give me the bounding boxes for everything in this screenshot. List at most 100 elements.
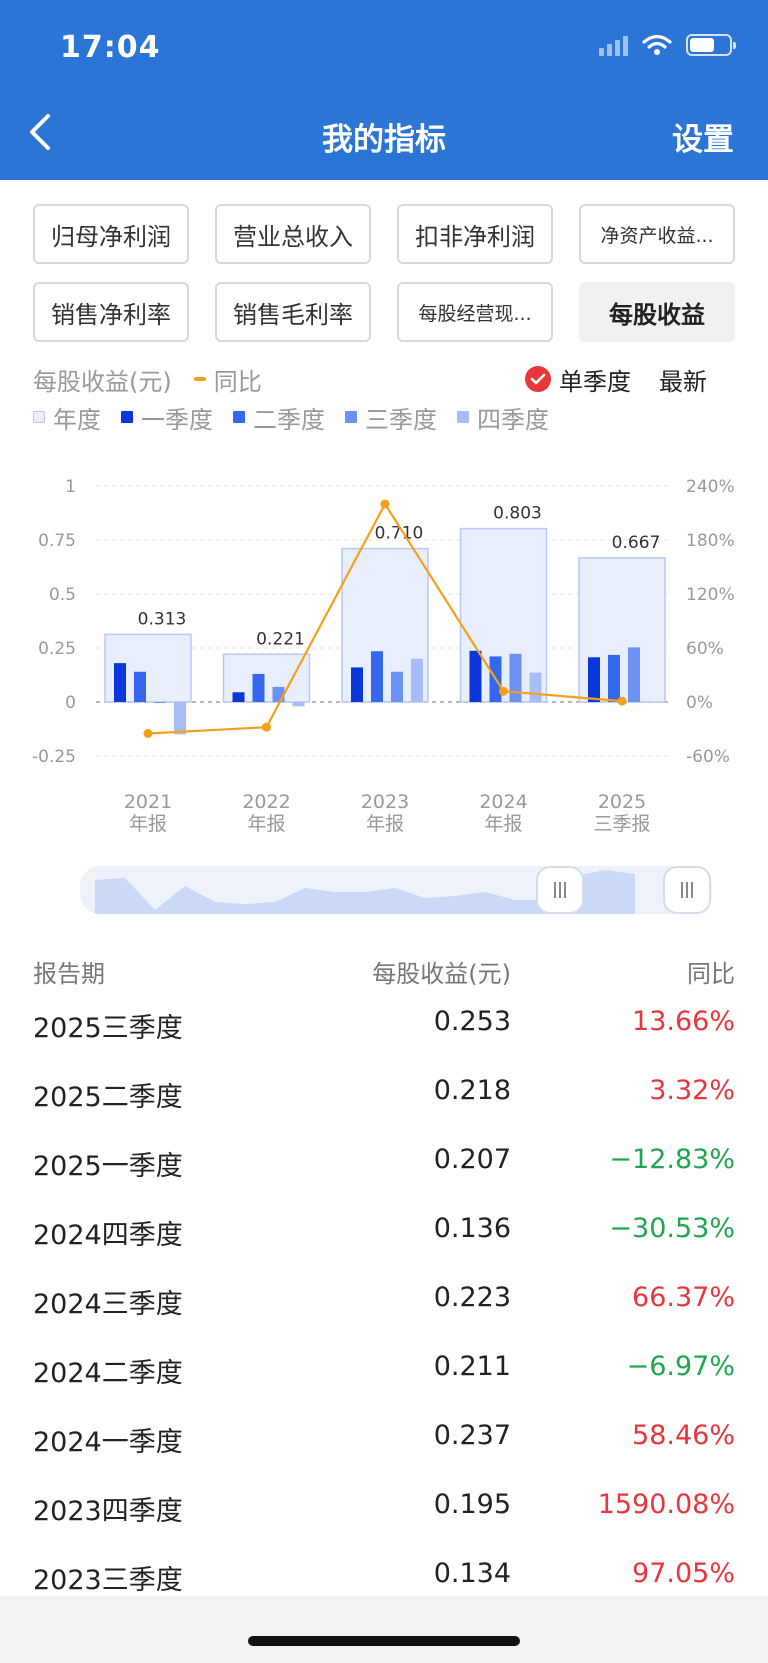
home-indicator[interactable] xyxy=(248,1636,520,1646)
latest-button[interactable]: 最新 xyxy=(659,367,707,396)
row-eps-value: 0.218 xyxy=(433,1075,511,1106)
quarter-bar-q3 xyxy=(154,702,166,703)
table-row[interactable]: 2025一季度 0.207 −12.83% xyxy=(33,1144,735,1213)
row-eps-value: 0.134 xyxy=(433,1558,511,1589)
table-row[interactable]: 2024三季度 0.223 66.37% xyxy=(33,1282,735,1351)
range-slider-track[interactable] xyxy=(80,866,712,914)
metric-chip-total-revenue[interactable]: 营业总收入 xyxy=(215,204,371,264)
row-period: 2023四季度 xyxy=(33,1496,183,1527)
wifi-icon xyxy=(642,34,672,55)
row-period: 2025二季度 xyxy=(33,1082,183,1113)
x-tick-label: 2024 xyxy=(479,791,527,813)
legend-item-annual[interactable]: 年度 xyxy=(33,400,101,435)
bottom-safe-area xyxy=(0,1596,768,1663)
metric-chip-roe[interactable]: 净资产收益... xyxy=(579,204,735,264)
row-yoy-value: 66.37% xyxy=(632,1282,735,1313)
legend-item-q4[interactable]: 四季度 xyxy=(457,400,549,435)
y-right-tick-label: -60% xyxy=(686,747,730,767)
yoy-point xyxy=(617,696,627,706)
table-row[interactable]: 2024一季度 0.237 58.46% xyxy=(33,1420,735,1489)
annual-swatch xyxy=(33,411,45,423)
range-handle-left[interactable] xyxy=(536,866,584,914)
quarter-bar-q2 xyxy=(371,651,383,702)
col-yoy-header: 同比 xyxy=(687,960,735,988)
settings-button[interactable]: 设置 xyxy=(672,122,734,158)
quarter-bar-q3 xyxy=(628,647,640,702)
table-row[interactable]: 2023三季度 0.134 97.05% xyxy=(33,1558,735,1627)
chart-controls: 单季度 最新 xyxy=(525,362,737,397)
table-row[interactable]: 2025三季度 0.253 13.66% xyxy=(33,1006,735,1075)
row-period: 2024二季度 xyxy=(33,1358,183,1389)
legend-label: 年度 xyxy=(53,405,101,434)
quarter-bar-q3 xyxy=(509,653,522,702)
chart-legend-top: 每股收益(元) 同比 单季度 最新 xyxy=(33,362,737,396)
metric-chip-net-margin[interactable]: 销售净利率 xyxy=(33,282,189,342)
yoy-point xyxy=(143,729,153,738)
single-quarter-checkbox[interactable] xyxy=(525,366,551,392)
legend-item-q3[interactable]: 三季度 xyxy=(345,400,437,435)
quarter-bar-q3 xyxy=(391,671,403,702)
table-row[interactable]: 2024二季度 0.211 −6.97% xyxy=(33,1351,735,1420)
quarter-bar-q1 xyxy=(232,692,245,702)
q3-swatch xyxy=(345,411,357,423)
back-button[interactable] xyxy=(24,108,64,156)
y-right-tick-label: 120% xyxy=(686,585,735,605)
row-eps-value: 0.195 xyxy=(433,1489,511,1520)
metric-chip-net-profit[interactable]: 归母净利润 xyxy=(33,204,189,264)
x-tick-label: 三季报 xyxy=(593,813,650,835)
annual-bar-label: 0.803 xyxy=(493,504,542,524)
row-eps-value: 0.136 xyxy=(433,1213,511,1244)
row-period: 2024一季度 xyxy=(33,1427,183,1458)
x-tick-label: 年报 xyxy=(129,813,167,835)
range-preview-sparkline xyxy=(95,870,635,914)
annual-bar-label: 0.710 xyxy=(375,524,424,544)
range-handle-right[interactable] xyxy=(663,866,711,914)
col-period-header: 报告期 xyxy=(33,960,105,988)
quarter-bar-q2 xyxy=(252,673,265,702)
row-yoy-value: −12.83% xyxy=(609,1144,735,1175)
annual-bar-label: 0.313 xyxy=(138,609,187,629)
y-right-tick-label: 60% xyxy=(686,639,724,659)
q1-swatch xyxy=(121,411,133,423)
y-left-tick-label: 0 xyxy=(65,693,76,713)
yoy-point xyxy=(499,686,508,696)
row-yoy-value: 97.05% xyxy=(632,1558,735,1589)
row-yoy-value: −6.97% xyxy=(626,1351,735,1382)
eps-chart: 1 0.75 0.5 0.25 0 -0.25 240% 180% 120% 60% 0% -60% 0… xyxy=(32,477,735,835)
quarter-bar-q4 xyxy=(411,658,423,702)
yoy-line-swatch xyxy=(193,377,206,381)
single-quarter-label[interactable]: 单季度 xyxy=(559,367,631,396)
y-left-tick-label: 0.25 xyxy=(38,639,76,659)
legend-item-q2[interactable]: 二季度 xyxy=(233,400,325,435)
quarter-bar-q4 xyxy=(529,672,542,702)
x-tick-label: 年报 xyxy=(247,813,285,835)
metric-selector: 归母净利润 营业总收入 扣非净利润 净资产收益... 销售净利率 销售毛利率 每… xyxy=(33,204,737,342)
y-right-tick-label: 240% xyxy=(686,477,735,497)
legend-item-q1[interactable]: 一季度 xyxy=(121,400,213,435)
eps-axis-label: 每股收益(元) xyxy=(33,367,172,396)
row-yoy-value: 13.66% xyxy=(632,1006,735,1037)
table-row[interactable]: 2024四季度 0.136 −30.53% xyxy=(33,1213,735,1282)
metric-chip-deducted-net-profit[interactable]: 扣非净利润 xyxy=(397,204,553,264)
quarter-bar-q2 xyxy=(134,671,146,702)
metric-chip-eps[interactable]: 每股收益 xyxy=(579,282,735,342)
x-tick-label: 2022 xyxy=(242,791,290,813)
legend-label: 二季度 xyxy=(253,405,325,434)
table-row[interactable]: 2025二季度 0.218 3.32% xyxy=(33,1075,735,1144)
legend-label: 三季度 xyxy=(365,405,437,434)
yoy-legend-label: 同比 xyxy=(213,367,262,396)
row-eps-value: 0.207 xyxy=(433,1144,511,1175)
row-period: 2025一季度 xyxy=(33,1151,183,1182)
metric-chip-gross-margin[interactable]: 销售毛利率 xyxy=(215,282,371,342)
table-row[interactable]: 2023四季度 0.195 1590.08% xyxy=(33,1489,735,1558)
metric-chip-operating-cash-per-share[interactable]: 每股经营现... xyxy=(397,282,553,342)
y-left-tick-label: 0.75 xyxy=(38,531,76,551)
row-yoy-value: 3.32% xyxy=(649,1075,735,1106)
row-period: 2024三季度 xyxy=(33,1289,183,1320)
row-period: 2024四季度 xyxy=(33,1220,183,1251)
yoy-point xyxy=(262,722,271,732)
row-period: 2025三季度 xyxy=(33,1013,183,1044)
battery-icon xyxy=(686,34,736,56)
y-right-tick-label: 0% xyxy=(686,693,713,713)
